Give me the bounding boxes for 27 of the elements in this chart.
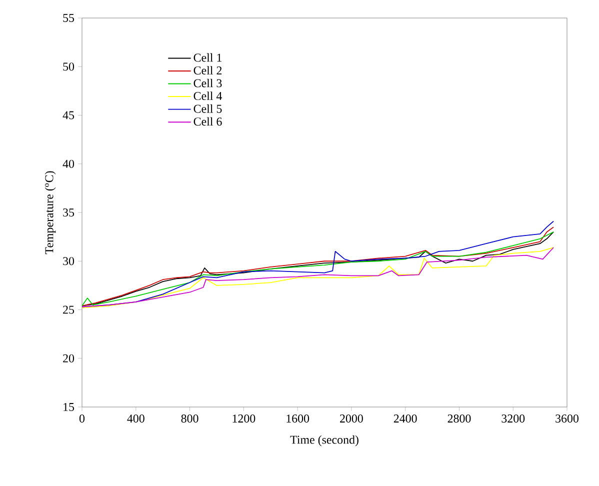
x-tick-label: 1600 xyxy=(286,414,310,423)
x-tick-label: 2000 xyxy=(340,414,363,423)
legend-label: Cell 5 xyxy=(194,104,222,113)
y-tick-label: 30 xyxy=(63,257,74,266)
x-tick-label: 800 xyxy=(181,414,198,423)
y-axis-title: Temperature ($^{o}$C) xyxy=(44,171,56,254)
y-tick-label: 55 xyxy=(63,14,74,22)
y-tick-label: 45 xyxy=(62,111,74,120)
y-tick-label: 35 xyxy=(63,208,74,217)
x-tick-label: 2400 xyxy=(394,414,417,423)
x-tick-label: 3200 xyxy=(502,414,525,423)
legend-label: Cell 1 xyxy=(194,53,222,62)
x-tick-label: 0 xyxy=(79,414,85,423)
y-tick-label: 15 xyxy=(64,402,74,411)
legend-label: Cell 2 xyxy=(194,66,222,74)
y-tick-label: 50 xyxy=(63,62,74,71)
x-tick-label: 1200 xyxy=(232,414,256,423)
legend-label: Cell 4 xyxy=(194,92,222,100)
x-tick-label: 3600 xyxy=(556,414,578,423)
x-tick-label: 400 xyxy=(127,414,144,423)
y-tick-label: 40 xyxy=(62,160,74,168)
y-tick-label: 25 xyxy=(63,306,74,314)
y-tick-label: 20 xyxy=(63,354,74,362)
x-tick-label: 2800 xyxy=(448,414,471,423)
legend-label: Cell 3 xyxy=(194,78,222,88)
x-axis-title: Time (second) xyxy=(290,435,358,446)
legend-label: Cell 6 xyxy=(194,117,222,126)
